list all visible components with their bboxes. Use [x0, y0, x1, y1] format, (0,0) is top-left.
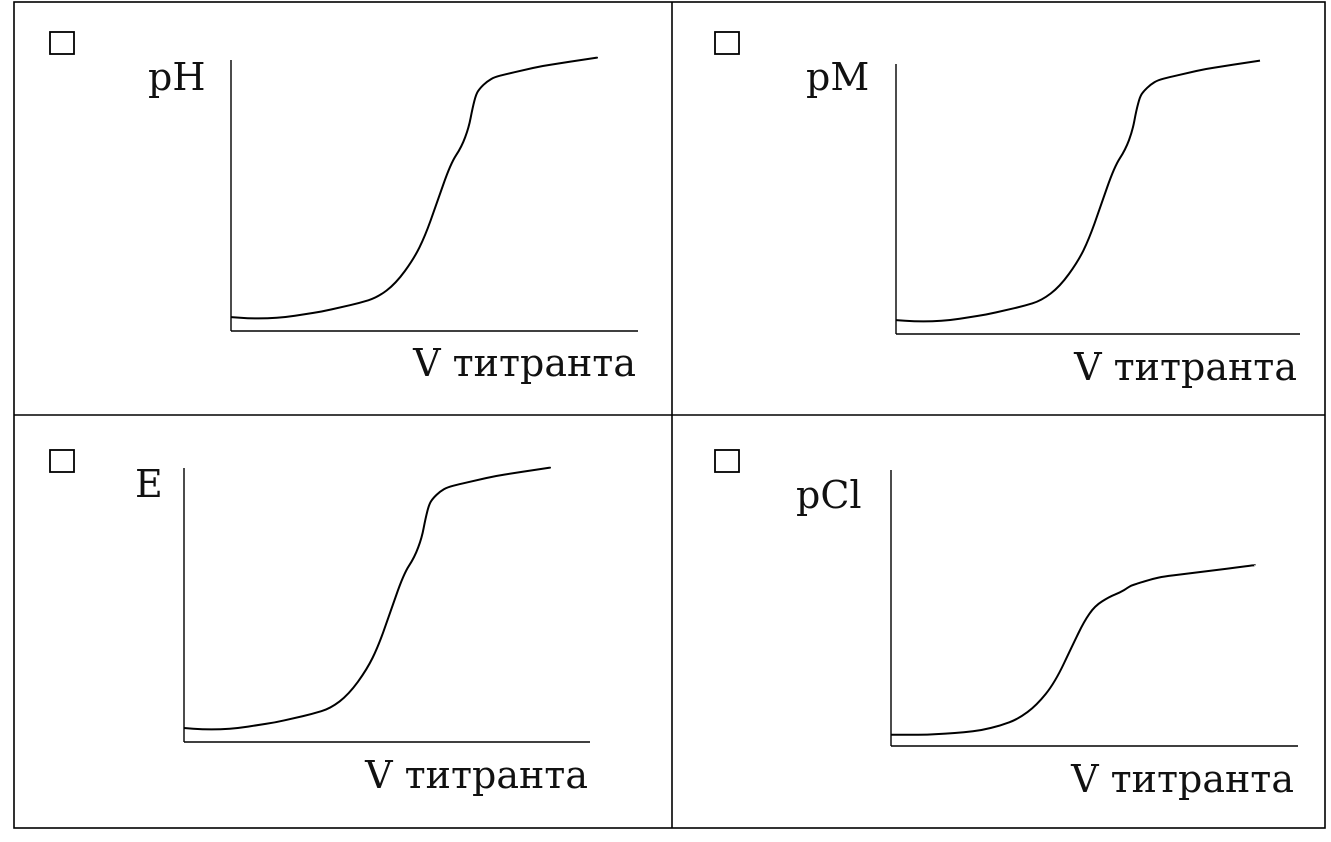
x-axis-label-pm: V титранта — [1073, 345, 1297, 389]
checkbox-ph[interactable] — [49, 31, 75, 55]
y-axis-label-ph: pH — [148, 55, 205, 99]
titration-curve-e — [183, 466, 552, 731]
panel-pm: pM V титранта — [714, 31, 1300, 389]
titration-curve-pm — [895, 59, 1261, 323]
titration-curve-pcl — [890, 564, 1256, 736]
panel-e: E V титранта — [49, 449, 590, 797]
panel-ph: pH V титранта — [49, 31, 638, 385]
titration-curve-ph — [230, 56, 599, 320]
checkbox-pcl[interactable] — [714, 449, 740, 473]
panel-grid — [13, 1, 1326, 829]
y-axis-label-e: E — [135, 462, 163, 506]
x-axis-label-ph: V титранта — [412, 341, 636, 385]
checkbox-pm[interactable] — [714, 31, 740, 55]
y-axis-label-pcl: pCl — [796, 473, 862, 517]
x-axis-label-pcl: V титранта — [1070, 757, 1294, 801]
y-axis-label-pm: pM — [806, 55, 869, 99]
panel-pcl: pCl V титранта — [714, 449, 1298, 801]
x-axis-label-e: V титранта — [364, 753, 588, 797]
checkbox-e[interactable] — [49, 449, 75, 473]
